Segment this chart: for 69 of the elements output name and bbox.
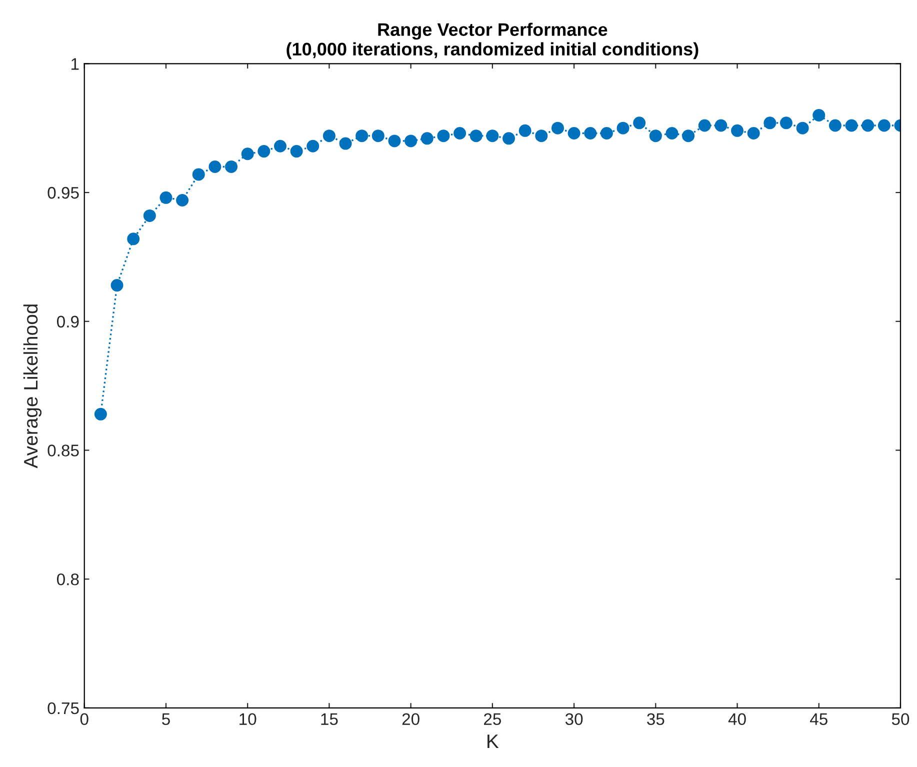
x-tick-label: 20: [402, 713, 420, 726]
x-axis-title: K: [488, 734, 499, 748]
y-tick-label: 1: [72, 58, 79, 70]
point: [649, 130, 662, 142]
point: [420, 132, 434, 145]
point: [176, 194, 189, 206]
point: [160, 191, 172, 204]
point: [551, 122, 564, 134]
x-tick-label: 0: [80, 713, 88, 726]
point: [796, 122, 809, 134]
point: [437, 130, 450, 142]
point: [845, 119, 858, 132]
point: [812, 108, 826, 122]
point: [258, 145, 270, 158]
x-tick-label: 5: [162, 713, 170, 726]
point: [862, 119, 874, 132]
point: [339, 137, 352, 150]
y-tick-label: 0.95: [48, 186, 79, 199]
point: [828, 119, 842, 132]
x-tick-label: 35: [647, 713, 664, 726]
y-tick-label: 0.8: [56, 573, 79, 586]
point: [633, 116, 646, 130]
x-tick-label: 10: [240, 713, 256, 726]
point: [682, 130, 695, 142]
point: [698, 119, 711, 132]
point: [666, 126, 678, 140]
point: [731, 124, 744, 137]
point: [110, 279, 124, 292]
y-tick-label: 0.75: [48, 702, 79, 714]
x-tick-label: 40: [728, 713, 746, 726]
point: [470, 130, 482, 142]
chart-title: Range Vector Performance (10,000 iterations, randomized initial conditions): [286, 22, 698, 60]
point: [94, 408, 107, 420]
point: [372, 130, 384, 142]
point: [454, 126, 466, 140]
point: [225, 160, 238, 173]
point: [714, 119, 728, 132]
y-tick-label: 0.9: [56, 316, 79, 328]
point: [584, 126, 597, 140]
point: [143, 209, 156, 222]
point: [388, 134, 401, 148]
point: [208, 160, 222, 173]
point: [502, 132, 515, 145]
x-tick-label: 25: [484, 713, 501, 726]
point: [568, 126, 580, 140]
point: [878, 119, 890, 132]
point: [518, 124, 532, 137]
x-tick-label: 50: [892, 713, 910, 726]
point: [764, 116, 776, 130]
point: [535, 130, 548, 142]
point: [356, 130, 368, 142]
x-tick-label: 15: [321, 713, 338, 726]
point: [290, 145, 303, 158]
x-tick-label: 45: [810, 713, 828, 726]
point: [616, 122, 630, 134]
y-tick-label: 0.85: [48, 444, 79, 456]
point: [192, 168, 205, 181]
point: [306, 140, 320, 152]
point: [780, 116, 792, 130]
point: [404, 134, 418, 148]
y-axis-title: Average Likelihood: [23, 304, 42, 468]
point: [322, 130, 336, 142]
point: [600, 126, 613, 140]
point: [127, 232, 140, 246]
point: [274, 140, 286, 152]
point: [486, 130, 499, 142]
x-tick-label: 30: [565, 713, 583, 726]
point: [747, 126, 760, 140]
point: [241, 148, 254, 160]
